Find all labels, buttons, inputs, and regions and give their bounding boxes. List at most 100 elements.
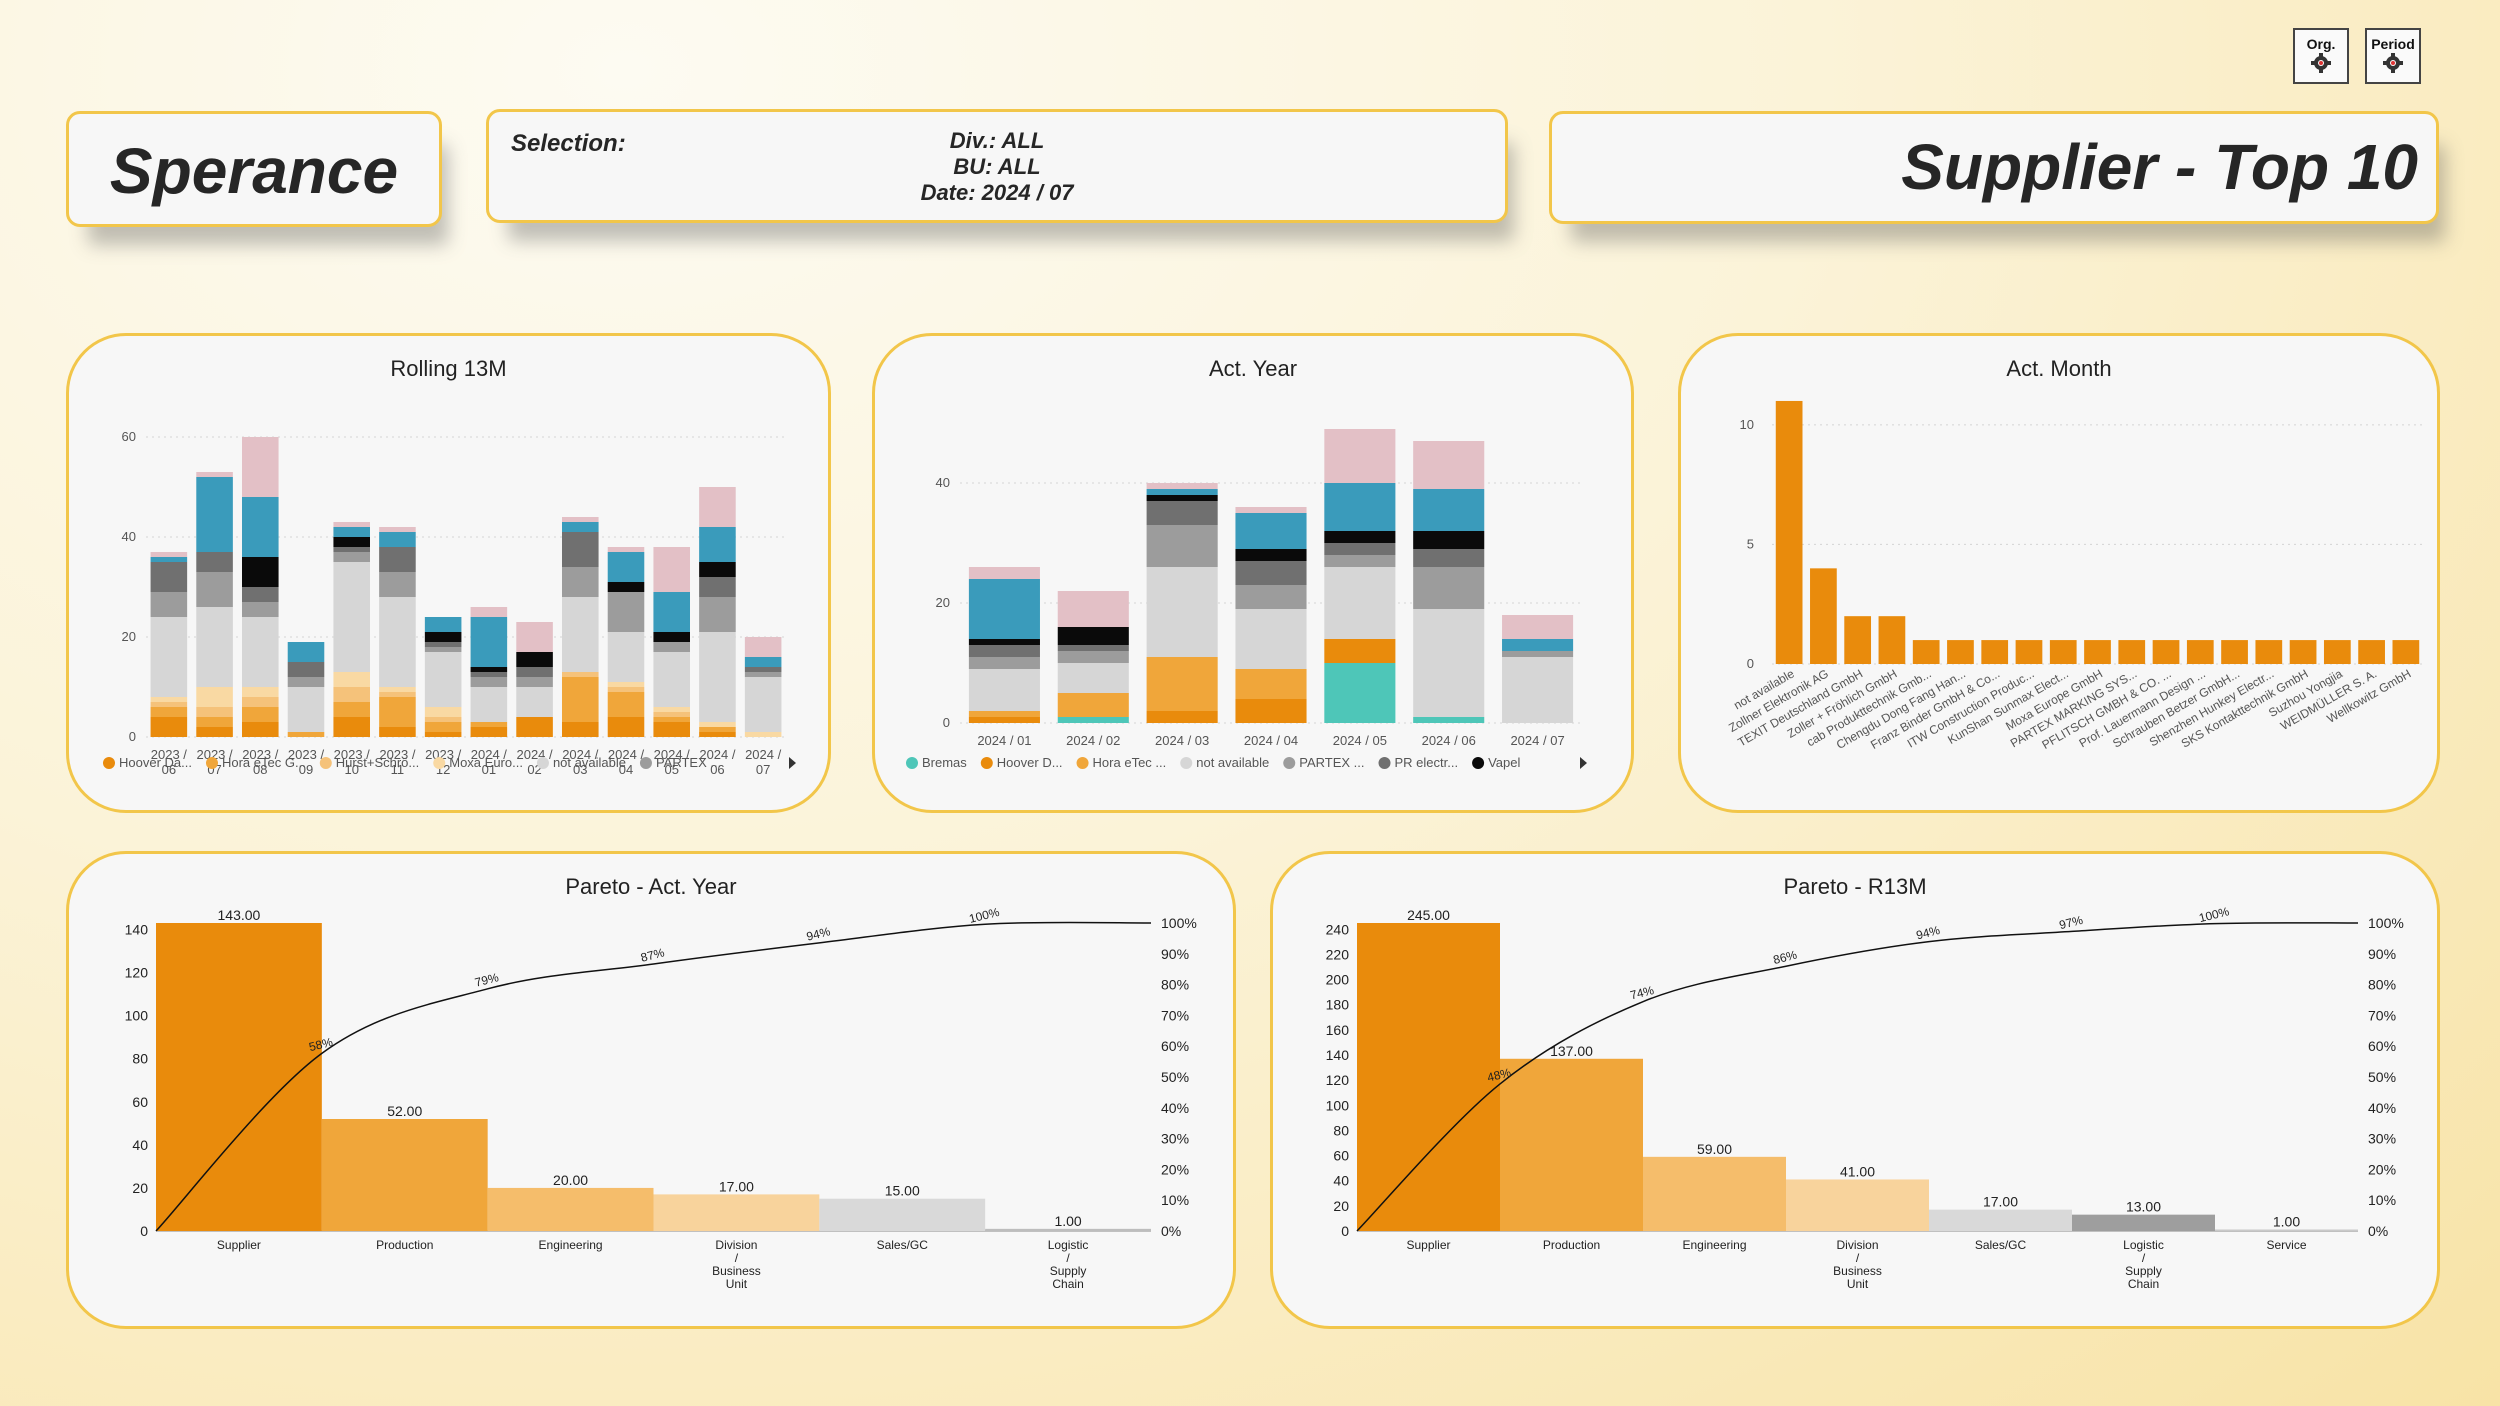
bar-segment	[1235, 513, 1307, 549]
bar	[2358, 640, 2385, 664]
legend-label: Hoover D...	[997, 755, 1063, 770]
pareto-bar	[653, 1194, 820, 1231]
bar-segment	[653, 547, 690, 592]
pct-tick-label: 90%	[2368, 946, 2396, 962]
bar-segment	[1413, 567, 1485, 609]
x-tick-label: Supply	[1050, 1264, 1087, 1278]
x-tick-label: Production	[1543, 1238, 1600, 1252]
x-tick-label: Production	[376, 1238, 433, 1252]
legend-label: Hora eTec ...	[1093, 755, 1167, 770]
pareto-bar	[1643, 1156, 1786, 1231]
bar-segment	[287, 677, 325, 687]
bar-segment	[968, 717, 1040, 723]
cumulative-pct-label: 94%	[805, 924, 832, 943]
bar-segment	[516, 652, 553, 667]
bar-segment	[379, 687, 416, 692]
legend-label: not available	[1196, 755, 1269, 770]
bar-segment	[196, 687, 233, 707]
x-tick-label: 2024 /	[562, 747, 599, 762]
bar-segment	[242, 497, 279, 557]
legend-label: Hora eTec G...	[222, 755, 306, 770]
bar-segment	[150, 592, 188, 617]
cumulative-pct-label: 48%	[1486, 1065, 1513, 1084]
pareto-act-year-title: Pareto - Act. Year	[565, 874, 737, 899]
bar-segment	[1235, 549, 1307, 561]
bar-segment	[424, 647, 462, 652]
cumulative-pct-label: 100%	[2197, 904, 2230, 925]
act-month-card: Act. Month 0 5 10 not available Zollner Elek…	[1678, 333, 2440, 813]
org-filter-button[interactable]: Org.	[2293, 28, 2349, 84]
y-tick-label: 40	[122, 529, 136, 544]
bar-segment	[562, 522, 599, 532]
bar-segment	[242, 587, 279, 602]
bar-segment	[699, 487, 736, 527]
bar-segment	[653, 722, 690, 737]
bar	[2221, 640, 2248, 664]
bar-value-label: 1.00	[1054, 1213, 1081, 1229]
bar-segment	[287, 662, 325, 677]
bar-value-label: 17.00	[719, 1178, 754, 1194]
pareto-bar	[487, 1187, 654, 1231]
bar-segment	[1235, 561, 1307, 585]
bar-segment	[607, 717, 645, 737]
bar-value-label: 17.00	[1983, 1194, 2018, 1210]
x-tick-label: 2024 /	[608, 747, 645, 762]
x-tick-label: 2023 /	[288, 747, 325, 762]
bar	[2289, 640, 2317, 664]
pct-tick-label: 30%	[1161, 1131, 1189, 1147]
bar-segment	[242, 707, 279, 722]
bar-segment	[1146, 495, 1218, 501]
period-filter-button[interactable]: Period	[2365, 28, 2421, 84]
cumulative-pct-label: 87%	[639, 945, 666, 964]
bar-segment	[1413, 489, 1485, 531]
y-tick-label: 220	[1326, 946, 1350, 962]
bar-segment	[653, 592, 690, 632]
period-button-label: Period	[2371, 36, 2415, 52]
legend-label: Moxa Euro...	[449, 755, 523, 770]
y-tick-label: 5	[1747, 536, 1754, 551]
pareto-bar	[819, 1198, 986, 1231]
y-tick-label: 180	[1326, 997, 1350, 1013]
bar	[2118, 640, 2146, 664]
bar-segment	[470, 672, 508, 677]
y-tick-label: 140	[1326, 1047, 1350, 1063]
x-tick-label: 2023 /	[196, 747, 233, 762]
bar-segment	[653, 717, 690, 722]
y-tick-label: 40	[1333, 1173, 1349, 1189]
bar-segment	[333, 702, 370, 717]
y-tick-label: 140	[125, 921, 149, 937]
x-tick-label: Chain	[1052, 1277, 1083, 1291]
legend-label: Hurst+Schrö...	[336, 755, 419, 770]
x-tick-label: 2024 / 05	[1333, 733, 1387, 748]
bar-segment	[1146, 567, 1218, 657]
bar-segment	[424, 642, 462, 647]
bar-segment	[744, 677, 782, 732]
bar-segment	[150, 702, 188, 707]
x-tick-label: 2023 /	[425, 747, 462, 762]
pct-tick-label: 10%	[1161, 1192, 1189, 1208]
bar-segment	[333, 537, 370, 547]
x-tick-label: 06	[710, 762, 724, 777]
bar-segment	[516, 717, 553, 737]
bar-segment	[968, 579, 1040, 639]
x-tick-label: 2024 /	[471, 747, 508, 762]
legend-marker	[1180, 757, 1193, 769]
bar-segment	[607, 582, 645, 592]
bar-segment	[653, 707, 690, 712]
legend-marker	[1076, 757, 1089, 769]
bar-segment	[1057, 645, 1129, 651]
act-year-card: Act. Year 0 20 40 2024 / 01 2024 / 02 2024 / …	[872, 333, 1634, 813]
pct-tick-label: 60%	[2368, 1038, 2396, 1054]
x-tick-label: Supplier	[217, 1238, 261, 1252]
bar-segment	[562, 722, 599, 737]
bar-segment	[424, 732, 462, 737]
legend-label: Bremas	[922, 755, 967, 770]
bar-segment	[150, 697, 188, 702]
x-tick-label: Supply	[2125, 1264, 2162, 1278]
y-tick-label: 20	[936, 595, 950, 610]
x-tick-label: Business	[712, 1264, 761, 1278]
bar-segment	[653, 712, 690, 717]
bar-segment	[968, 645, 1040, 657]
bar	[2323, 640, 2351, 664]
bar-segment	[607, 552, 645, 582]
